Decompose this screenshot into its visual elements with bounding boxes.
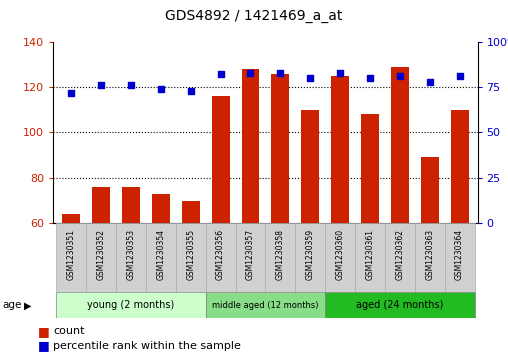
Point — [97, 82, 105, 88]
Text: ■: ■ — [38, 339, 50, 352]
Text: GSM1230359: GSM1230359 — [306, 229, 315, 280]
Text: GDS4892 / 1421469_a_at: GDS4892 / 1421469_a_at — [165, 9, 343, 23]
Bar — [212, 96, 230, 223]
Point — [426, 79, 434, 85]
Text: GSM1230353: GSM1230353 — [126, 229, 136, 280]
Bar — [206, 292, 325, 318]
Point — [276, 70, 284, 76]
Text: GSM1230363: GSM1230363 — [425, 229, 434, 280]
Point — [456, 73, 464, 79]
Bar — [421, 158, 439, 223]
Bar — [62, 214, 80, 223]
Bar — [301, 110, 319, 223]
Text: GSM1230354: GSM1230354 — [156, 229, 166, 280]
Bar — [444, 223, 474, 292]
Text: middle aged (12 months): middle aged (12 months) — [212, 301, 319, 310]
Bar — [116, 223, 146, 292]
Point — [366, 75, 374, 81]
Text: GSM1230360: GSM1230360 — [336, 229, 344, 280]
Bar — [361, 114, 379, 223]
Bar — [415, 223, 444, 292]
Bar — [355, 223, 385, 292]
Bar — [122, 187, 140, 223]
Bar — [295, 223, 325, 292]
Bar — [182, 200, 200, 223]
Bar — [265, 223, 295, 292]
Text: GSM1230364: GSM1230364 — [455, 229, 464, 280]
Bar — [86, 223, 116, 292]
Text: GSM1230356: GSM1230356 — [216, 229, 225, 280]
Bar — [146, 223, 176, 292]
Bar — [325, 223, 355, 292]
Text: age: age — [3, 300, 22, 310]
Bar — [241, 69, 260, 223]
Text: GSM1230357: GSM1230357 — [246, 229, 255, 280]
Bar — [391, 67, 409, 223]
Bar — [152, 194, 170, 223]
Bar — [56, 292, 206, 318]
Text: GSM1230362: GSM1230362 — [395, 229, 404, 280]
Bar — [385, 223, 415, 292]
Text: GSM1230352: GSM1230352 — [97, 229, 106, 280]
Text: ▶: ▶ — [24, 300, 32, 310]
Bar — [325, 292, 474, 318]
Bar — [206, 223, 236, 292]
Point — [157, 86, 165, 92]
Bar — [271, 73, 290, 223]
Bar — [92, 187, 110, 223]
Text: ■: ■ — [38, 325, 50, 338]
Text: GSM1230361: GSM1230361 — [365, 229, 374, 280]
Bar — [56, 223, 86, 292]
Text: GSM1230355: GSM1230355 — [186, 229, 195, 280]
Text: young (2 months): young (2 months) — [87, 300, 175, 310]
Text: aged (24 months): aged (24 months) — [356, 300, 443, 310]
Point — [127, 82, 135, 88]
Point — [67, 90, 75, 95]
Text: GSM1230358: GSM1230358 — [276, 229, 285, 280]
Text: percentile rank within the sample: percentile rank within the sample — [53, 340, 241, 351]
Bar — [236, 223, 265, 292]
Text: count: count — [53, 326, 85, 336]
Text: GSM1230351: GSM1230351 — [67, 229, 76, 280]
Point — [246, 70, 255, 76]
Bar — [331, 76, 349, 223]
Point — [306, 75, 314, 81]
Point — [336, 70, 344, 76]
Bar — [451, 110, 468, 223]
Point — [396, 73, 404, 79]
Bar — [176, 223, 206, 292]
Point — [186, 88, 195, 94]
Point — [216, 72, 225, 77]
